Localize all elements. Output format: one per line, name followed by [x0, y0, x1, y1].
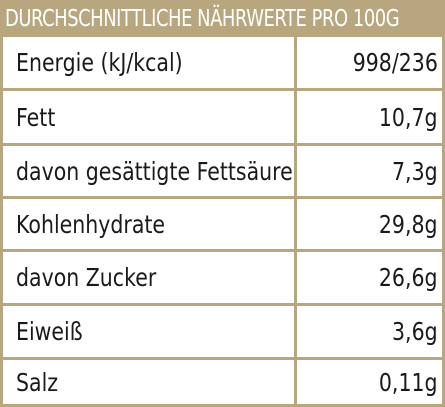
- row-label-cell: davon Zucker: [3, 252, 297, 303]
- row-label: Salz: [16, 367, 59, 397]
- row-value: 10,7g: [379, 102, 438, 132]
- table-header: DURCHSCHNITTLICHE NÄHRWERTE PRO 100G: [0, 0, 445, 37]
- row-value-cell: 10,7g: [297, 91, 442, 143]
- row-label-cell: Energie (kJ/kcal): [3, 37, 297, 88]
- row-value: 29,8g: [379, 209, 438, 239]
- row-value-cell: 26,6g: [297, 252, 442, 303]
- row-label-cell: Fett: [3, 91, 297, 143]
- row-label-cell: Salz: [3, 360, 297, 404]
- row-value-cell: 0,11g: [297, 360, 442, 404]
- row-label-cell: Kohlenhydrate: [3, 199, 297, 249]
- row-value-cell: 998/236: [297, 37, 442, 88]
- row-value: 3,6g: [392, 317, 438, 346]
- row-value: 26,6g: [379, 263, 438, 292]
- row-label: Eiweiß: [16, 317, 83, 346]
- row-label: Fett: [16, 102, 56, 132]
- row-label-cell: Eiweiß: [3, 306, 297, 357]
- table-title: DURCHSCHNITTLICHE NÄHRWERTE PRO 100G: [5, 5, 400, 32]
- row-value: 998/236: [352, 48, 438, 77]
- row-value-cell: 7,3g: [297, 146, 442, 196]
- row-label: Energie (kJ/kcal): [16, 48, 183, 77]
- nutrition-rows: Energie (kJ/kcal) 998/236 Fett 10,7g dav…: [0, 37, 445, 407]
- row-energie: Energie (kJ/kcal) 998/236: [3, 37, 442, 91]
- row-value-cell: 3,6g: [297, 306, 442, 357]
- row-kohlenhydrate: Kohlenhydrate 29,8g: [3, 199, 442, 252]
- row-value-cell: 29,8g: [297, 199, 442, 249]
- row-eiweiss: Eiweiß 3,6g: [3, 306, 442, 360]
- row-label: Kohlenhydrate: [16, 209, 166, 239]
- row-value: 7,3g: [392, 156, 438, 186]
- row-label-cell: davon gesättigte Fettsäuren: [3, 146, 297, 196]
- row-label: davon Zucker: [16, 263, 157, 292]
- row-label: davon gesättigte Fettsäuren: [16, 156, 297, 186]
- row-fett: Fett 10,7g: [3, 91, 442, 146]
- row-value: 0,11g: [379, 367, 438, 397]
- row-zucker: davon Zucker 26,6g: [3, 252, 442, 306]
- row-salz: Salz 0,11g: [3, 360, 442, 407]
- row-gesaettigte-fettsaeuren: davon gesättigte Fettsäuren 7,3g: [3, 146, 442, 199]
